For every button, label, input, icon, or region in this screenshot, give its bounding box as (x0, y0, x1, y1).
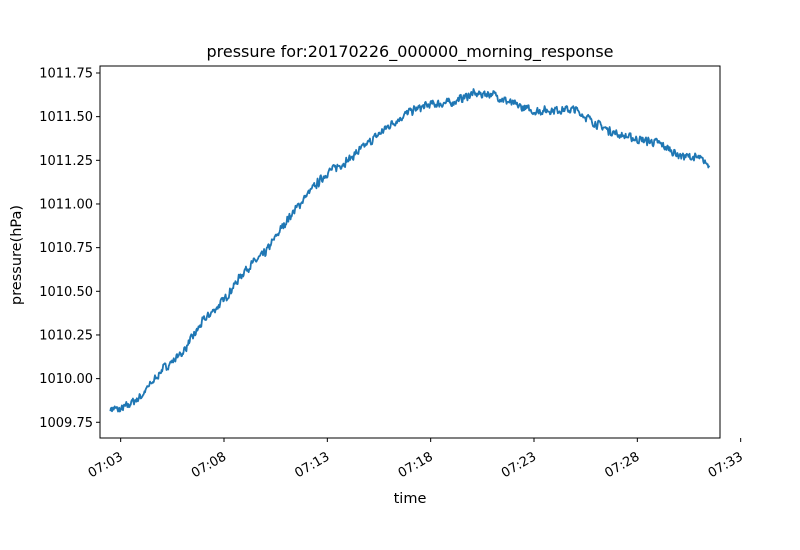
x-tick-label: 07:03 (86, 449, 126, 481)
y-tick-label: 1009.75 (39, 416, 93, 431)
y-tick-label: 1011.25 (39, 154, 93, 169)
y-tick-label: 1010.25 (39, 328, 93, 343)
x-axis-label: time (394, 491, 427, 507)
x-tick-label: 07:33 (706, 449, 746, 481)
plot-frame (99, 65, 721, 439)
y-tick-label: 1011.75 (39, 66, 93, 81)
x-tick-label: 07:23 (499, 449, 539, 481)
x-tick-label: 07:28 (602, 449, 642, 481)
series-line-0 (109, 88, 711, 413)
y-tick-label: 1011.50 (39, 110, 93, 125)
x-tick-label: 07:13 (292, 449, 332, 481)
y-tick-label: 1011.00 (39, 197, 93, 212)
y-axis-label: pressure(hPa) (9, 205, 25, 305)
chart-title: pressure for:20170226_000000_morning_res… (206, 42, 613, 62)
x-tick-label: 07:08 (189, 449, 229, 481)
y-tick-label: 1010.50 (39, 285, 93, 300)
x-tick-label: 07:18 (396, 449, 436, 481)
y-tick-label: 1010.00 (39, 372, 93, 387)
plot-area: 1009.75 1010.00 1010.25 1010.50 1010.75 1011.… (39, 65, 746, 481)
y-tick-label: 1010.75 (39, 241, 93, 256)
